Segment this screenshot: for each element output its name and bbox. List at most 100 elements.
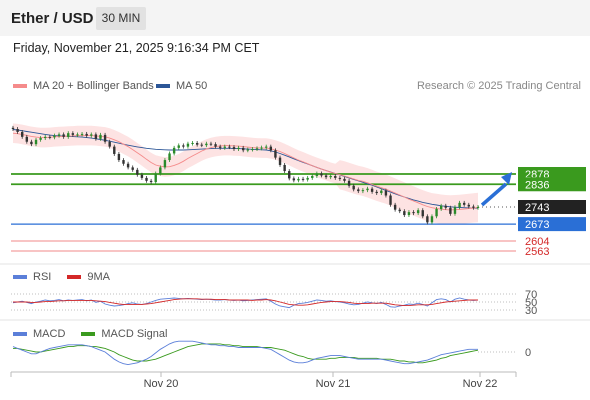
candle: [398, 207, 401, 214]
candle-body: [39, 138, 42, 140]
candle: [301, 176, 305, 182]
legend-macd: MACD MACD Signal: [13, 328, 167, 340]
candle: [384, 188, 388, 198]
candle-body: [177, 145, 180, 148]
price-tag-2743: [518, 200, 586, 214]
candle-body: [476, 207, 480, 208]
candle-body: [435, 208, 438, 217]
candle: [44, 134, 47, 141]
candle-body: [380, 190, 383, 194]
price-label-2836: 2836: [525, 179, 549, 191]
candle-body: [223, 146, 226, 148]
candle-body: [357, 189, 360, 192]
price-tag-2836: [518, 177, 586, 192]
candle: [324, 173, 328, 180]
candle-body: [398, 209, 401, 212]
candle: [458, 200, 461, 210]
candle-body: [200, 144, 203, 146]
candle: [99, 132, 102, 141]
candle-body: [11, 127, 15, 130]
candle-body: [232, 147, 236, 150]
candle-body: [458, 202, 461, 208]
candle: [320, 171, 323, 178]
candle-body: [255, 148, 259, 150]
candle: [265, 144, 268, 150]
rsi-swatch: [13, 275, 27, 279]
candle-body: [136, 169, 139, 175]
candle-body: [444, 205, 447, 208]
candle-body: [265, 146, 268, 148]
rsi-line: [12, 297, 479, 309]
candle-body: [393, 204, 397, 210]
candle-body: [439, 205, 443, 209]
candle: [297, 176, 300, 183]
legend-rsi-label: RSI: [33, 271, 52, 283]
candle: [439, 203, 443, 211]
candle-body: [467, 204, 470, 207]
candle: [403, 209, 406, 218]
candle: [228, 144, 231, 150]
candle: [375, 189, 378, 196]
candle-body: [71, 133, 75, 135]
candle-body: [347, 180, 351, 186]
candle: [416, 208, 420, 216]
candle-body: [76, 134, 79, 136]
candle-body: [370, 188, 374, 192]
candle: [329, 174, 332, 180]
candle: [186, 141, 190, 149]
candle-body: [209, 143, 213, 145]
candle: [136, 167, 139, 177]
candle: [145, 175, 148, 183]
candle: [315, 171, 319, 178]
candle-body: [25, 136, 29, 142]
candle-body: [186, 143, 190, 147]
candle-body: [117, 153, 121, 161]
candle: [195, 141, 199, 147]
legend-ma50: MA 50: [156, 80, 207, 92]
candle-body: [320, 173, 323, 176]
candle: [57, 132, 61, 138]
candle-body: [126, 163, 130, 168]
rsi-level-label: 70: [525, 289, 537, 301]
legend-rsi: RSI 9MA: [13, 271, 110, 283]
candle: [389, 193, 392, 207]
candle: [435, 207, 438, 219]
date-line: Friday, November 21, 2025 9:16:34 PM CET: [13, 41, 260, 55]
candle-body: [191, 142, 194, 144]
candle: [67, 131, 70, 139]
candle: [205, 141, 208, 148]
candle: [430, 214, 434, 225]
legend-macd-label: MACD: [33, 328, 66, 340]
price-label-2743: 2743: [525, 202, 549, 214]
candle: [117, 152, 121, 163]
candle-body: [278, 157, 282, 165]
legend-ma20-label: MA 20 + Bollinger Bands: [33, 80, 154, 92]
candle: [16, 127, 19, 134]
candle: [200, 142, 203, 148]
candle: [131, 165, 134, 172]
candle: [223, 144, 226, 150]
candle-body: [389, 195, 392, 205]
candle: [177, 143, 180, 150]
candle-body: [472, 206, 475, 208]
candle-body: [163, 160, 167, 168]
candle: [154, 171, 157, 185]
candle: [80, 131, 84, 137]
candle: [288, 169, 291, 181]
candle-body: [260, 147, 263, 149]
candle: [393, 202, 397, 212]
candle: [251, 147, 254, 152]
candle: [85, 131, 88, 138]
candle-body: [140, 174, 144, 178]
candle: [246, 147, 250, 153]
candle: [462, 200, 466, 207]
candle: [168, 151, 171, 163]
timeframe-button[interactable]: 30 MIN: [96, 7, 146, 30]
candle-body: [21, 131, 24, 137]
macd-swatch: [13, 332, 27, 336]
candle: [149, 178, 153, 185]
instrument-title: Ether / USD: [11, 10, 94, 27]
legend-ma20: MA 20 + Bollinger Bands: [13, 80, 154, 92]
candle-body: [218, 146, 222, 148]
